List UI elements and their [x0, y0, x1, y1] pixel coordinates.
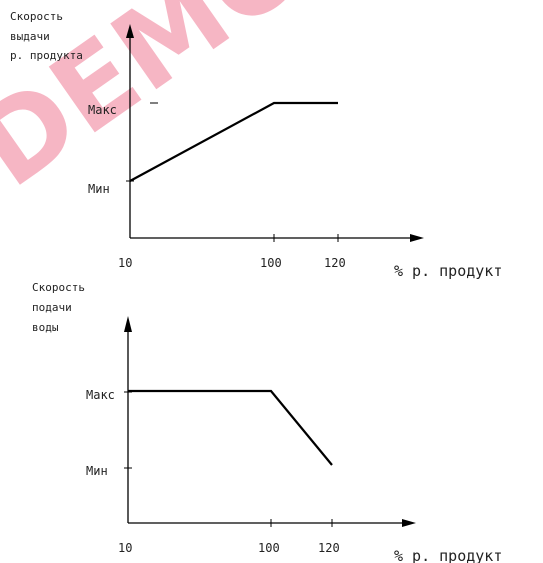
chart-top: Скорость выдачи р. продукта Мин Макс 10 … — [10, 10, 502, 280]
x-tick-label-10: 10 — [118, 541, 132, 555]
y-axis-arrow — [124, 316, 132, 332]
y-tick-label-max: Макс — [88, 103, 117, 117]
y-axis-label-line-2: выдачи — [10, 30, 50, 43]
y-axis-label-line-1: Скорость — [32, 281, 85, 294]
x-tick-label-120: 120 — [318, 541, 340, 555]
x-tick-label-100: 100 — [260, 256, 282, 270]
x-axis-arrow — [402, 519, 416, 527]
x-tick-label-120: 120 — [324, 256, 346, 270]
y-tick-label-max: Макс — [86, 388, 115, 402]
series-line-rate-output — [129, 101, 338, 182]
x-axis-arrow — [410, 234, 424, 242]
x-tick-label-100: 100 — [258, 541, 280, 555]
y-tick-label-min: Мин — [88, 182, 110, 196]
y-tick-label-min: Мин — [86, 464, 108, 478]
y-axis-arrow — [126, 24, 134, 38]
y-axis-label-line-2: подачи — [32, 301, 72, 314]
x-axis-label: % р. продукт — [394, 547, 502, 563]
y-axis-label-line-3: воды — [32, 321, 59, 334]
chart-bottom: Скорость подачи воды Макс Мин 10 100 120… — [32, 281, 502, 563]
y-axis-label-line-3: р. продукта — [10, 49, 83, 62]
x-axis-label: % р. продукт — [394, 262, 502, 280]
x-tick-label-10: 10 — [118, 256, 132, 270]
series-line-water-feed — [128, 389, 333, 466]
y-axis-label-line-1: Скорость — [10, 10, 63, 23]
